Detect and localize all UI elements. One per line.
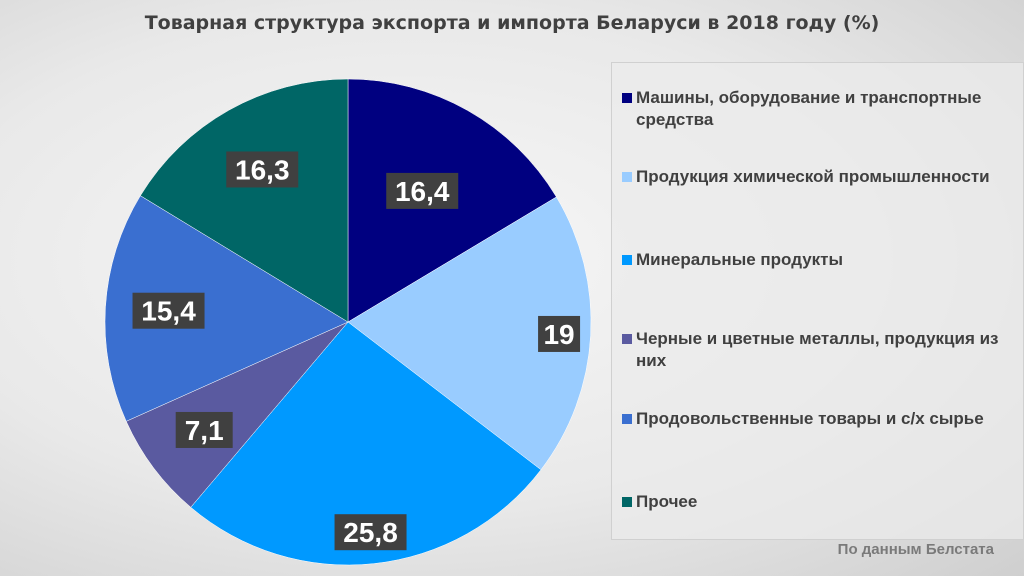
svg-text:16,3: 16,3 — [235, 154, 290, 185]
svg-text:15,4: 15,4 — [141, 296, 196, 327]
legend-swatch — [622, 93, 632, 103]
legend-label: Машины, оборудование и транспортные сред… — [636, 88, 982, 129]
data-label-5: 15,4 — [132, 292, 205, 329]
data-label-2: 19 — [538, 315, 581, 352]
chart-title: Товарная структура экспорта и импорта Бе… — [144, 12, 880, 34]
data-label-6: 16,3 — [226, 151, 299, 188]
data-label-4: 7,1 — [175, 411, 233, 448]
pie-slice-5 — [104, 195, 349, 422]
chart-legend: Машины, оборудование и транспортные сред… — [611, 62, 1024, 540]
svg-text:16,4: 16,4 — [395, 176, 450, 207]
legend-label: Продовольственные товары и с/х сырье — [636, 409, 984, 428]
svg-text:25,8: 25,8 — [343, 517, 398, 548]
legend-swatch — [622, 334, 632, 344]
legend-swatch — [622, 497, 632, 507]
legend-swatch — [622, 172, 632, 182]
pie-slice-4 — [125, 321, 349, 508]
legend-label: Минеральные продукты — [636, 250, 844, 269]
legend-swatch — [622, 414, 632, 424]
pie-chart: 16,4 19 25,8 7,1 15,4 16,3 — [104, 78, 592, 566]
svg-text:19: 19 — [543, 319, 574, 350]
legend-label: Черные и цветные металлы, продукция из н… — [636, 329, 999, 370]
legend-swatch — [622, 255, 632, 265]
svg-text:7,1: 7,1 — [185, 415, 224, 446]
data-label-1: 16,4 — [386, 172, 459, 209]
data-label-3: 25,8 — [334, 514, 407, 551]
pie-slice-3 — [190, 321, 542, 566]
pie-slice-2 — [347, 196, 592, 471]
legend-label: Продукция химической промышленности — [636, 167, 990, 186]
source-note: По данным Белстата — [837, 541, 994, 558]
pie-slice-6 — [140, 78, 349, 323]
legend-label: Прочее — [636, 492, 698, 511]
